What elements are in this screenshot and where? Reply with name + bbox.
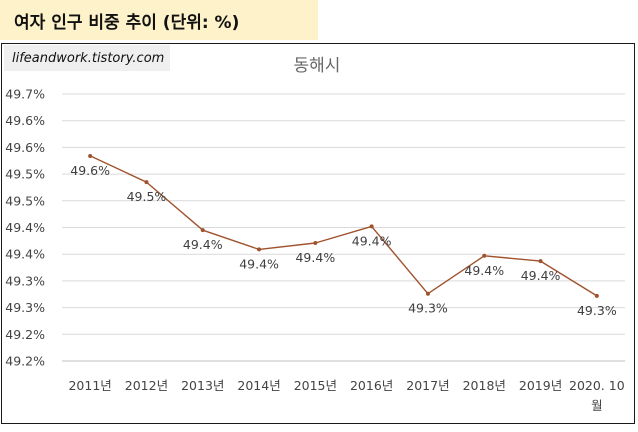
x-tick-label: 2020. 10 월 [569,378,625,413]
y-tick-label: 49.7% [5,87,45,102]
data-label: 49.4% [239,256,279,271]
data-label: 49.6% [70,163,110,178]
data-point [538,259,543,264]
y-tick-label: 49.5% [5,167,45,182]
data-label: 49.4% [295,250,335,265]
watermark-text: lifeandwork.tistory.com [12,51,165,66]
watermark: lifeandwork.tistory.com [4,45,170,71]
x-tick-label: 2017년 [406,378,449,393]
y-tick-label: 49.2% [5,327,45,342]
x-tick-label: 2019년 [519,378,562,393]
chart-title: 동해시 [294,56,341,76]
data-point [425,291,430,296]
y-tick-label: 49.4% [5,220,45,235]
data-label: 49.3% [408,301,448,316]
data-label: 49.5% [127,189,167,204]
y-tick-label: 49.4% [5,247,45,262]
data-label: 49.4% [183,237,223,252]
y-tick-label: 49.2% [5,354,45,369]
x-tick-label: 2015년 [294,378,337,393]
data-point [313,240,318,245]
data-point [594,293,599,298]
x-tick-label: 2016년 [350,378,393,393]
x-tick-label: 2011년 [68,378,111,393]
data-label: 49.4% [352,233,392,248]
data-point [88,153,93,158]
y-tick-label: 49.3% [5,300,45,315]
series-line [89,155,598,297]
x-tick-label: 2014년 [237,378,280,393]
y-tick-label: 49.6% [5,113,45,128]
x-tick-label: 2018년 [463,378,506,393]
y-tick-label: 49.5% [5,193,45,208]
data-point [482,253,487,258]
data-label: 49.4% [521,268,561,283]
data-label: 49.3% [577,303,617,318]
y-tick-label: 49.3% [5,273,45,288]
x-tick-label: 2012년 [125,378,168,393]
data-label: 49.4% [464,263,504,278]
data-point [369,224,374,229]
x-tick-label: 2013년 [181,378,224,393]
data-point [144,180,149,185]
data-point [200,228,205,233]
y-tick-label: 49.6% [5,140,45,155]
page-title: 여자 인구 비중 추이 (단위: %) [14,13,240,33]
title-banner: 여자 인구 비중 추이 (단위: %) [0,0,318,40]
data-point [257,247,262,252]
